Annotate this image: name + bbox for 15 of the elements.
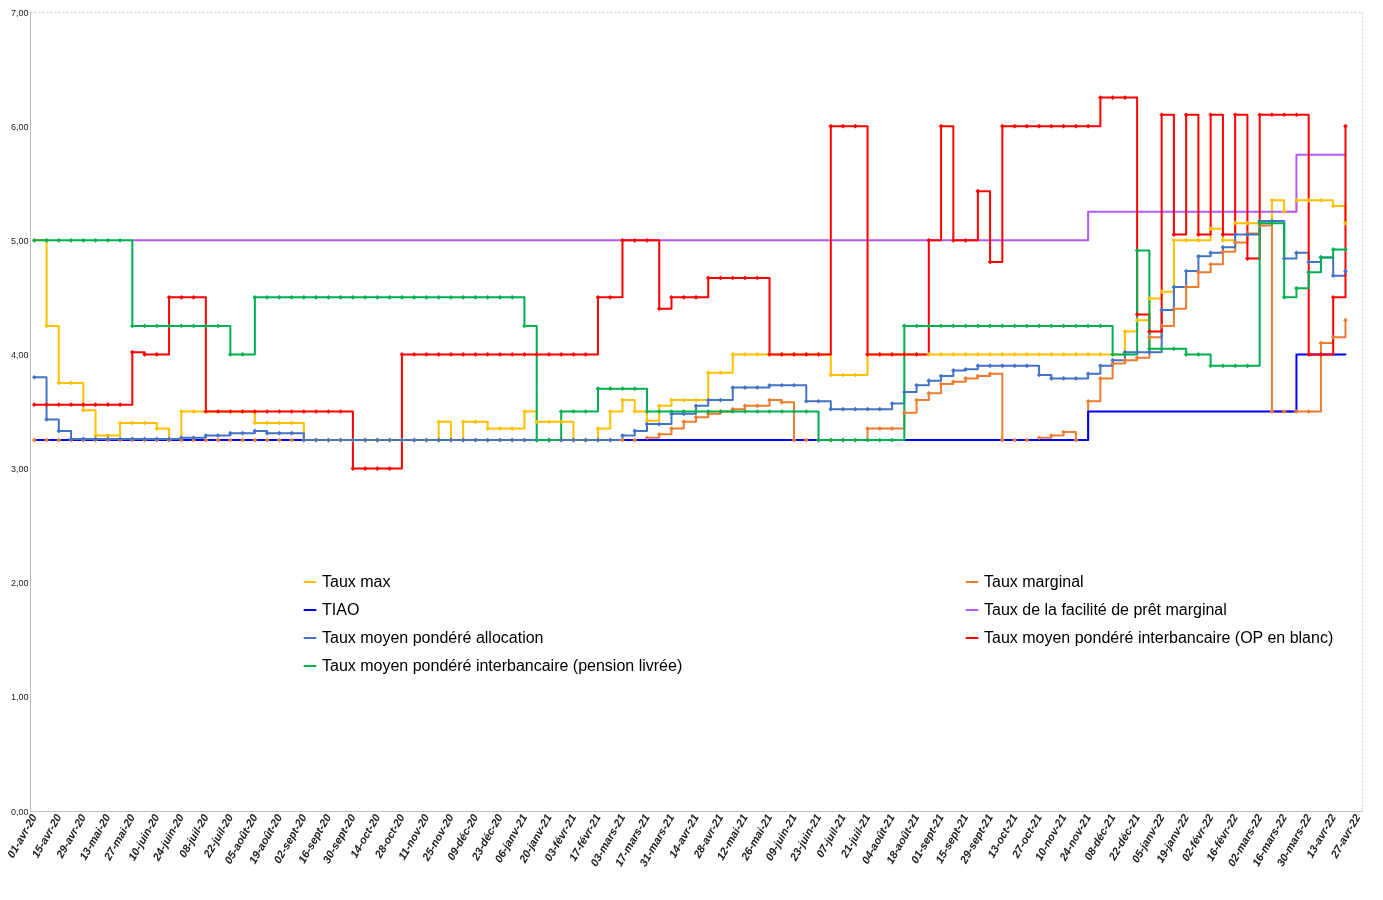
y-tick-label: 3,00 [10,464,29,475]
y-tick-label: 6,00 [10,121,29,132]
legend-label: Taux marginal [984,573,1084,590]
legend-label: Taux moyen pondéré interbancaire (pension livrée) [322,657,683,674]
legend-label: Taux moyen pondéré allocation [322,629,544,646]
legend-label: Taux moyen pondéré interbancaire (OP en blanc) [984,629,1334,646]
y-tick-label: 2,00 [10,578,29,589]
legend-label: Taux de la facilité de prêt marginal [984,601,1227,618]
legend-label: TIAO [322,601,360,618]
y-tick-label: 4,00 [10,349,29,360]
y-tick-label: 0,00 [10,806,29,817]
y-tick-label: 1,00 [10,692,29,703]
y-tick-label: 7,00 [10,7,29,18]
legend-label: Taux max [322,573,391,590]
y-tick-label: 5,00 [10,235,29,246]
